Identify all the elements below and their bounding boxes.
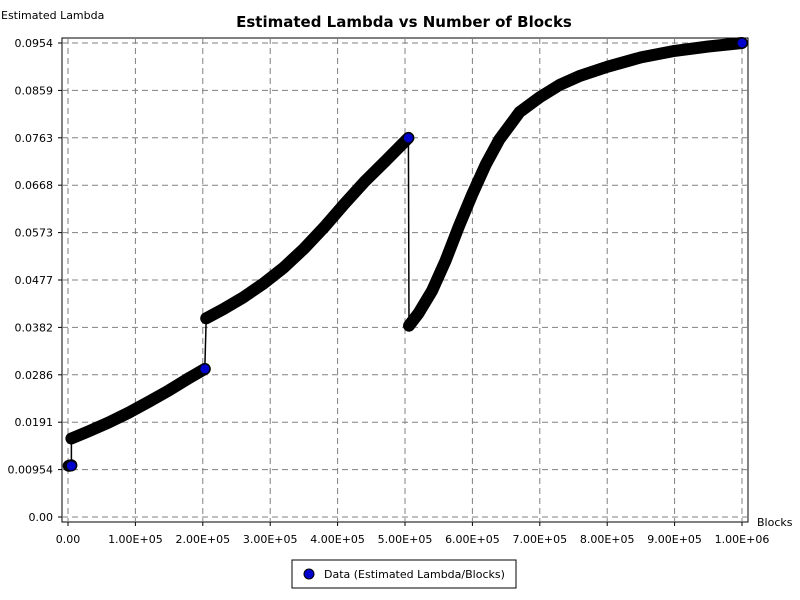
y-tick-label: 0.0668 — [15, 179, 54, 192]
x-tick-label: 2.00E+05 — [175, 533, 230, 546]
series-marker-band — [200, 131, 415, 325]
data-point — [65, 460, 77, 472]
y-tick-label: 0.0191 — [15, 416, 54, 429]
y-tick-label: 0.0954 — [15, 37, 54, 50]
y-tick-label: 0.0763 — [15, 132, 54, 145]
x-tick-label: 1.00E+06 — [715, 533, 770, 546]
y-tick-label: 0.0286 — [15, 369, 54, 382]
data-point — [736, 37, 748, 49]
y-tick-label: 0.0573 — [15, 227, 54, 240]
y-tick-label: 0.00 — [29, 511, 54, 524]
x-tick-label: 4.00E+05 — [310, 533, 365, 546]
x-tick-label: 3.00E+05 — [243, 533, 298, 546]
chart-title: Estimated Lambda vs Number of Blocks — [236, 13, 572, 31]
data-point — [402, 132, 414, 144]
data-series — [62, 37, 748, 472]
legend-label: Data (Estimated Lambda/Blocks) — [324, 568, 505, 581]
x-tick-label: 1.00E+05 — [108, 533, 163, 546]
y-tick-label: 0.00954 — [8, 464, 54, 477]
legend-box — [291, 559, 517, 589]
legend-marker — [303, 568, 315, 580]
x-tick-label: 7.00E+05 — [512, 533, 567, 546]
data-point — [199, 363, 211, 375]
y-tick-label: 0.0382 — [15, 321, 54, 334]
y-tick-label: 0.0859 — [15, 84, 54, 97]
x-tick-label: 8.00E+05 — [580, 533, 635, 546]
series-marker-band — [403, 37, 748, 332]
axis-ticks: 0.00 1.00E+05 2.00E+05 3.00E+05 4.00E+05 5.00… — [8, 37, 770, 546]
x-tick-label: 0.00 — [56, 533, 81, 546]
x-axis-label: Blocks — [757, 516, 793, 529]
y-axis-label: Estimated Lambda — [1, 9, 104, 22]
y-tick-label: 0.0477 — [15, 274, 54, 287]
x-tick-label: 5.00E+05 — [378, 533, 433, 546]
x-tick-label: 9.00E+05 — [647, 533, 702, 546]
legend: Data (Estimated Lambda/Blocks) — [291, 559, 517, 589]
series-marker-band — [65, 362, 211, 445]
x-tick-label: 6.00E+05 — [445, 533, 500, 546]
